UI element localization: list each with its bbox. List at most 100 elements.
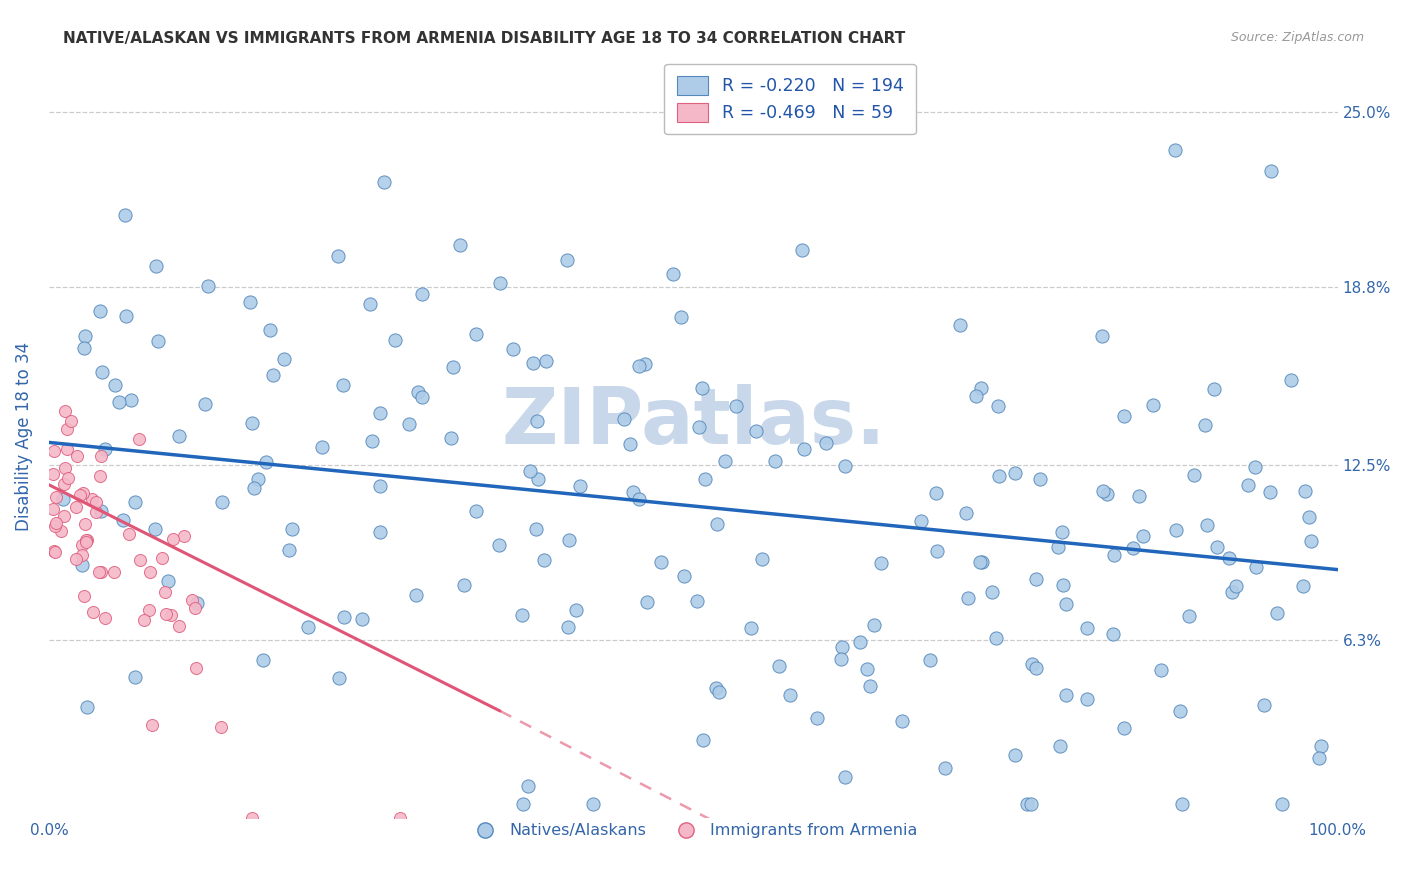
Point [1021,657,1043,672]
Point [1102,549,1125,563]
Point [90,365,112,379]
Text: Source: ZipAtlas.com: Source: ZipAtlas.com [1230,31,1364,45]
Point [42,501,65,516]
Point [512,797,534,812]
Point [311,440,333,454]
Point [619,436,641,450]
Point [56,442,79,456]
Point [745,424,768,438]
Point [1291,579,1313,593]
Point [155,607,177,621]
Point [124,670,146,684]
Point [834,459,856,474]
Point [75,533,97,548]
Point [156,574,179,589]
Point [1182,467,1205,482]
Point [557,620,579,634]
Point [350,612,373,626]
Point [1025,573,1047,587]
Point [44,544,66,558]
Point [557,533,579,547]
Point [1170,797,1192,812]
Point [987,468,1010,483]
Point [779,688,801,702]
Point [181,592,204,607]
Point [118,527,141,541]
Point [1279,373,1302,387]
Point [80,491,103,506]
Point [120,393,142,408]
Legend: Natives/Alaskans, Immigrants from Armenia: Natives/Alaskans, Immigrants from Armeni… [463,817,924,845]
Point [359,297,381,311]
Point [76,533,98,547]
Point [465,504,488,518]
Point [55,422,77,436]
Point [42,444,65,458]
Point [688,419,710,434]
Point [90,565,112,579]
Point [449,238,471,252]
Point [534,354,557,368]
Point [84,495,107,509]
Point [1076,621,1098,635]
Point [141,717,163,731]
Point [129,553,152,567]
Point [211,495,233,509]
Point [162,532,184,546]
Point [332,378,354,392]
Point [108,394,131,409]
Point [1206,540,1229,554]
Point [522,356,544,370]
Point [209,720,232,734]
Point [1091,329,1114,343]
Point [672,569,695,583]
Point [328,671,350,685]
Point [361,434,384,448]
Point [981,585,1004,599]
Point [280,522,302,536]
Point [115,309,138,323]
Point [441,359,464,374]
Point [768,659,790,673]
Point [724,399,747,413]
Point [706,517,728,532]
Point [1168,704,1191,718]
Point [75,535,97,549]
Point [1025,661,1047,675]
Point [740,621,762,635]
Point [1218,550,1240,565]
Point [862,617,884,632]
Point [411,390,433,404]
Point [763,454,786,468]
Point [704,681,727,696]
Point [1004,747,1026,762]
Point [72,485,94,500]
Point [52,491,75,506]
Point [153,585,176,599]
Point [1298,509,1320,524]
Point [661,268,683,282]
Point [714,454,737,468]
Point [692,381,714,395]
Point [145,522,167,536]
Point [1054,688,1077,702]
Point [273,352,295,367]
Point [1260,163,1282,178]
Point [1029,472,1052,486]
Point [870,556,893,570]
Point [1294,484,1316,499]
Point [1150,663,1173,677]
Point [1114,409,1136,423]
Point [42,467,65,481]
Point [70,558,93,572]
Point [1244,459,1267,474]
Point [533,553,555,567]
Point [104,377,127,392]
Point [73,517,96,532]
Point [1112,721,1135,735]
Point [277,543,299,558]
Point [751,552,773,566]
Point [1122,541,1144,555]
Point [73,329,96,343]
Point [173,529,195,543]
